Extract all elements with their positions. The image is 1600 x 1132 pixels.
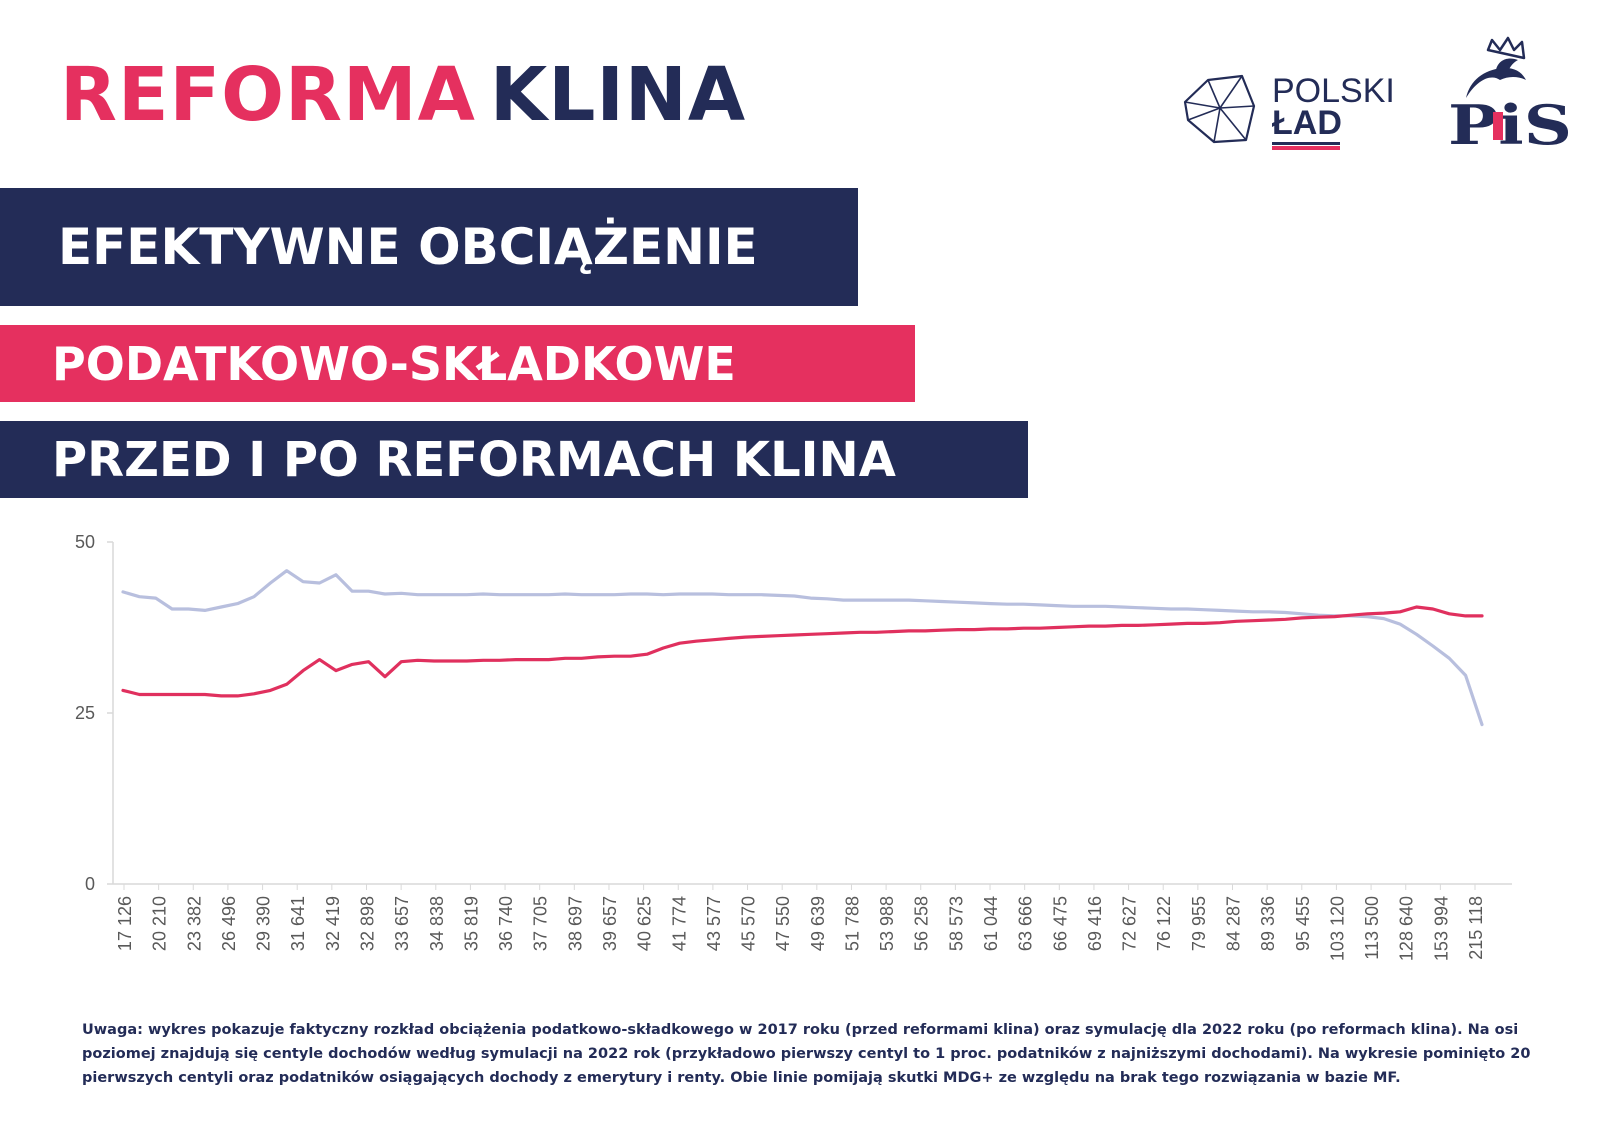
subtitle-line-3: PRZED I PO REFORMACH KLINA (52, 431, 896, 488)
y-tick-label: 50 (75, 532, 95, 552)
x-tick-label: 47 550 (773, 896, 793, 951)
series-after-reform-line (121, 605, 1484, 698)
x-tick-label: 26 496 (219, 896, 239, 951)
polski-lad-logo-line2: ŁAD (1272, 104, 1342, 142)
series-before-reform-line (121, 569, 1484, 727)
x-tick-label: 215 118 (1466, 896, 1486, 960)
x-tick-label: 20 210 (150, 896, 170, 951)
x-tick-label: 45 570 (739, 896, 759, 951)
x-tick-label: 113 500 (1362, 896, 1382, 960)
subtitle-band-1: EFEKTYWNE OBCIĄŻENIE (0, 188, 858, 306)
x-tick-label: 84 287 (1224, 896, 1244, 951)
x-tick-label: 39 657 (600, 896, 620, 951)
x-tick-label: 89 336 (1258, 896, 1278, 951)
x-tick-label: 17 126 (115, 896, 135, 951)
chart-series (121, 569, 1484, 727)
polski-lad-logo-line1: POLSKI (1272, 72, 1395, 110)
x-tick-label: 29 390 (254, 896, 274, 951)
x-tick-label: 41 774 (669, 896, 689, 951)
title-word-reforma: REFORMA (60, 52, 476, 138)
subtitle-band-2: PODATKOWO-SKŁADKOWE (0, 325, 915, 402)
polski-lad-underline (1272, 142, 1340, 145)
chart-axes (112, 542, 1512, 885)
x-tick-label: 61 044 (981, 896, 1001, 951)
x-tick-label: 36 740 (496, 896, 516, 951)
polski-lad-emblem-icon (1183, 74, 1256, 144)
x-tick-label: 103 120 (1327, 896, 1347, 961)
x-tick-label: 23 382 (184, 896, 204, 951)
x-tick-label: 49 639 (808, 896, 828, 951)
x-tick-label: 128 640 (1397, 896, 1417, 961)
y-axis-labels: 0 25 50 (75, 532, 113, 894)
x-tick-label: 40 625 (635, 896, 655, 951)
y-tick-label: 25 (75, 703, 95, 723)
subtitle-line-1: EFEKTYWNE OBCIĄŻENIE (58, 218, 758, 276)
subtitle-line-2: PODATKOWO-SKŁADKOWE (52, 336, 736, 391)
y-tick-label: 0 (85, 874, 95, 894)
x-tick-label: 32 898 (357, 896, 377, 951)
subtitle-band-3: PRZED I PO REFORMACH KLINA (0, 421, 1028, 498)
x-tick-label: 56 258 (912, 896, 932, 951)
pis-logo-text: PiS (1448, 93, 1572, 154)
polski-lad-red-underline (1272, 146, 1340, 150)
x-tick-label: 153 994 (1431, 896, 1451, 961)
x-tick-label: 95 455 (1293, 896, 1313, 951)
pis-wordmark: PiS (1448, 93, 1572, 154)
x-tick-label: 43 577 (704, 896, 724, 951)
polski-lad-logo: POLSKI ŁAD (1180, 70, 1400, 160)
x-tick-label: 34 838 (427, 896, 447, 951)
x-tick-label: 31 641 (288, 896, 308, 951)
x-tick-label: 76 122 (1154, 896, 1174, 951)
x-tick-label: 79 955 (1189, 896, 1209, 951)
x-tick-label: 35 819 (461, 896, 481, 951)
x-tick-label: 38 697 (565, 896, 585, 951)
x-tick-label: 37 705 (531, 896, 551, 951)
x-tick-label: 69 416 (1085, 896, 1105, 951)
x-tick-label: 66 475 (1050, 896, 1070, 951)
pis-logo: PiS (1448, 36, 1578, 154)
x-tick-label: 33 657 (392, 896, 412, 951)
page-title: REFORMA KLINA (60, 58, 746, 132)
x-tick-label: 63 666 (1016, 896, 1036, 951)
x-tick-label: 32 419 (323, 896, 343, 951)
x-tick-label: 51 788 (842, 896, 862, 951)
x-axis-labels: 17 126 20 210 23 382 26 496 29 390 31 641 32 4… (115, 884, 1486, 961)
x-tick-label: 53 988 (877, 896, 897, 951)
footnote: Uwaga: wykres pokazuje faktyczny rozkład… (82, 1022, 1531, 1086)
line-chart: 0 25 50 17 126 20 210 23 382 26 496 29 390 31 6… (75, 532, 1512, 961)
x-tick-label: 72 627 (1120, 896, 1140, 951)
title-word-klina: KLINA (489, 52, 747, 138)
pis-eagle-icon (1466, 36, 1526, 98)
x-tick-label: 58 573 (946, 896, 966, 951)
